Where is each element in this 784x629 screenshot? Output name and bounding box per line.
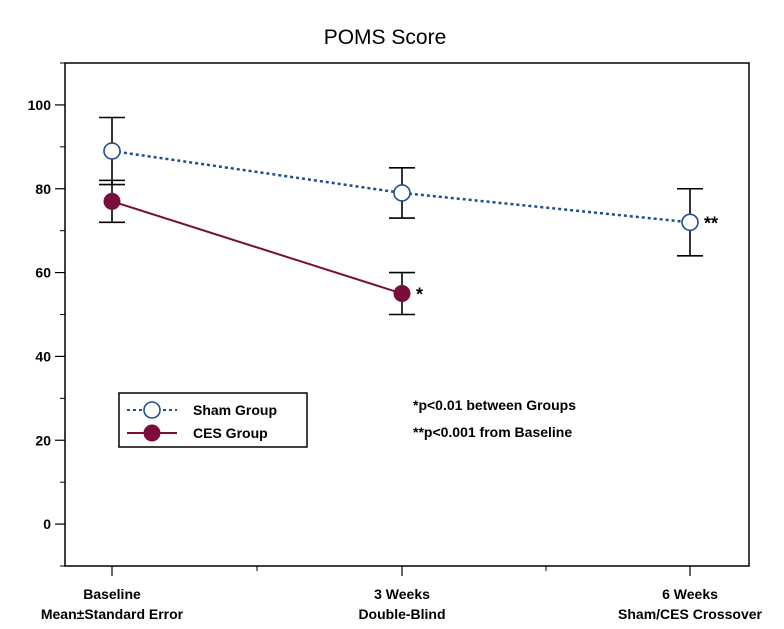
- x-tick-label: 3 Weeks: [374, 586, 430, 602]
- y-tick-label: 20: [35, 432, 51, 448]
- y-tick-label: 80: [35, 181, 51, 197]
- legend-label: Sham Group: [193, 402, 277, 418]
- legend: Sham Group CES Group: [118, 392, 308, 448]
- notes: *p<0.01 between Groups **p<0.001 from Bas…: [413, 397, 576, 440]
- data-point: [103, 192, 121, 210]
- y-tick-label: 40: [35, 348, 51, 364]
- series-line: [111, 149, 691, 224]
- x-tick-label: Mean±Standard Error: [41, 606, 184, 622]
- y-axis: 0 20 40 60 80 100: [28, 62, 66, 567]
- data-point: [681, 213, 699, 232]
- series-layer: [99, 116, 703, 316]
- data-point: [393, 184, 411, 202]
- x-tick-label: Baseline: [83, 586, 141, 602]
- data-point: [103, 142, 121, 160]
- series-ces-group: [99, 179, 415, 316]
- x-tick-label: Double-Blind: [358, 606, 445, 622]
- series-line: [111, 200, 403, 295]
- y-tick-label: 100: [28, 97, 52, 113]
- legend-label: CES Group: [193, 425, 268, 441]
- legend-marker: [143, 401, 161, 419]
- y-tick-label: 60: [35, 265, 51, 281]
- x-axis: Baseline Mean±Standard Error 3 Weeks Double…: [41, 566, 763, 622]
- chart-title: POMS Score: [324, 26, 447, 49]
- x-tick-label: Sham/CES Crossover: [618, 606, 762, 622]
- significance-note: **p<0.001 from Baseline: [413, 424, 572, 440]
- x-tick-label: 6 Weeks: [662, 586, 718, 602]
- significance-note: *p<0.01 between Groups: [413, 397, 576, 413]
- significance-marker: **: [704, 213, 718, 233]
- data-point: [393, 285, 411, 303]
- legend-marker: [143, 424, 161, 442]
- y-tick-label: 0: [43, 516, 51, 532]
- annotation-layer: ***: [416, 213, 718, 304]
- significance-marker: *: [416, 285, 423, 305]
